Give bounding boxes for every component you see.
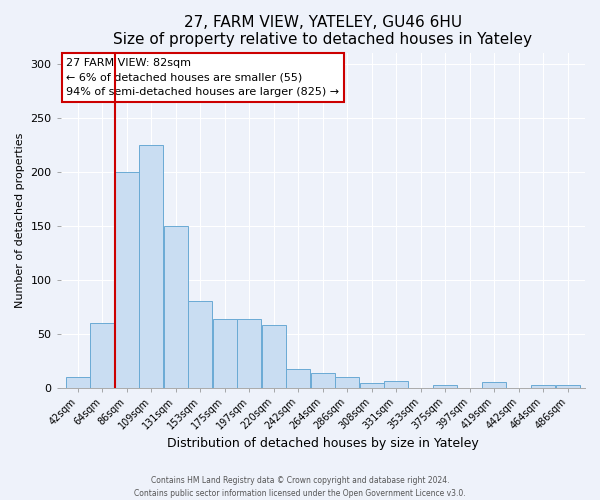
Bar (532, 386, 555, 388)
Bar (286, 369, 310, 388)
Bar (262, 325, 286, 388)
Bar (433, 386, 457, 388)
Text: 27 FARM VIEW: 82sqm
← 6% of detached houses are smaller (55)
94% of semi-detache: 27 FARM VIEW: 82sqm ← 6% of detached hou… (66, 58, 339, 98)
Bar (164, 226, 188, 388)
Bar (335, 376, 359, 388)
Bar (115, 172, 139, 388)
Bar (556, 386, 580, 388)
Bar (311, 374, 335, 388)
Title: 27, FARM VIEW, YATELEY, GU46 6HU
Size of property relative to detached houses in: 27, FARM VIEW, YATELEY, GU46 6HU Size of… (113, 15, 532, 48)
Y-axis label: Number of detached properties: Number of detached properties (15, 132, 25, 308)
Bar (238, 320, 261, 388)
Bar (188, 301, 212, 388)
Bar (385, 381, 408, 388)
X-axis label: Distribution of detached houses by size in Yateley: Distribution of detached houses by size … (167, 437, 479, 450)
Bar (360, 383, 384, 388)
Bar (139, 144, 163, 388)
Bar (91, 322, 114, 388)
Bar (66, 376, 90, 388)
Bar (482, 382, 506, 388)
Text: Contains HM Land Registry data © Crown copyright and database right 2024.
Contai: Contains HM Land Registry data © Crown c… (134, 476, 466, 498)
Bar (213, 320, 237, 388)
